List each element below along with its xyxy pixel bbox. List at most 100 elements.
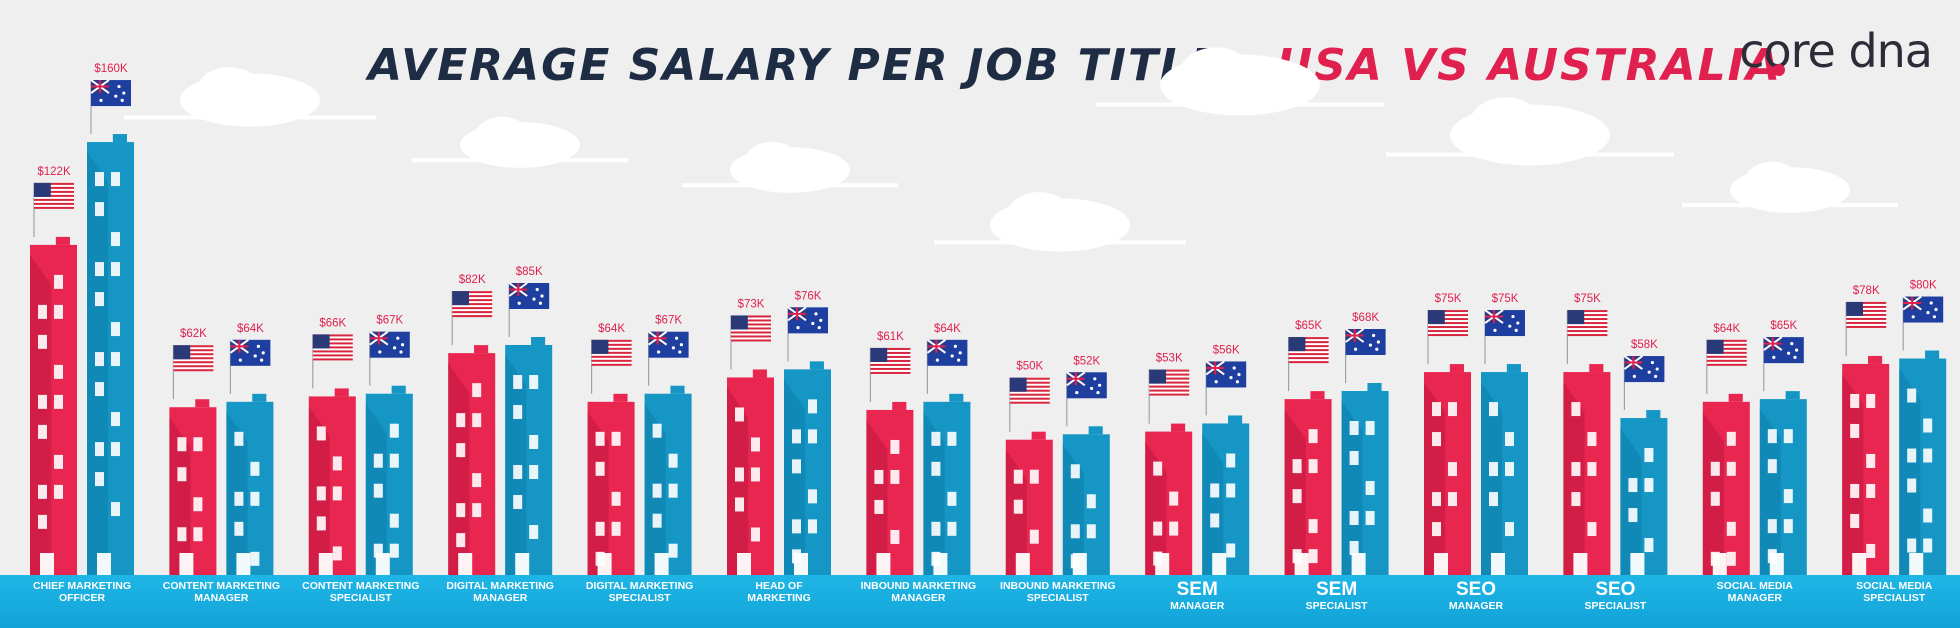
flag-stripe [1009,377,1050,380]
australia-flag-icon [648,330,689,358]
building-shade [1481,382,1503,575]
flag-star [1911,315,1915,319]
building-window [95,292,104,307]
building-window [1726,431,1736,446]
building-window [947,431,957,446]
flag-star [261,351,265,355]
building-window [1710,461,1720,476]
building-window [38,304,47,319]
flag-star [401,343,405,347]
building-door [1294,553,1309,575]
flag-stripe [1706,347,1747,350]
building-window [234,491,244,506]
flag-stripe [312,358,353,361]
building-door [1434,553,1448,575]
building-window [316,426,326,441]
flag-stripe [591,359,632,362]
building-roof [752,369,767,378]
building-window [111,412,120,427]
flag-star [817,326,821,330]
building-window [316,516,326,531]
building-window [1783,519,1793,534]
usa-value-label: $64K [598,323,625,335]
flag-stripe [34,186,74,189]
building-window [54,304,63,319]
building-window [668,483,678,498]
category-label-line: MANAGER [194,592,249,604]
flag-star [540,294,544,298]
australia-value-label: $64K [934,323,961,335]
australia-flag-icon [508,282,550,309]
australia-value-label: $160K [94,63,128,75]
flag-stripe [1428,330,1468,333]
flag-star [796,326,800,330]
australia-building-9: $68K [1341,312,1389,575]
flag-star [1096,390,1100,395]
flag-stripe [173,361,214,364]
flag-stripe [1149,369,1190,372]
logo-text: core dna [1739,24,1933,78]
flag-stripe [591,355,632,358]
category-label-line: SPECIALIST [1584,600,1647,612]
flag-star [814,312,818,316]
flag-stripe [1288,353,1329,356]
category-label-line: SOCIAL MEDIA [1856,580,1933,592]
building-window [611,491,621,506]
flag-canton [1846,301,1863,316]
building-window [890,439,900,454]
australia-building-6: $64K [923,323,971,575]
flag-star [1647,370,1651,374]
category-label-0: CHIEF MARKETING OFFICER [12,580,152,604]
title-part-1: AVERAGE SALARY PER JOB TITLE : [368,40,1259,91]
category-group-7: $50K $52K [1005,355,1110,575]
logo-dot-icon [1773,64,1786,76]
building-window [529,375,539,389]
flag-star [1934,307,1938,312]
usa-building-11: $75K [1563,293,1611,575]
flag-stripe [1149,377,1190,380]
flag-stripe [1846,305,1887,308]
category-label-line: MANAGER [1170,600,1225,612]
building-window [947,491,957,506]
flag-stripe [34,206,74,209]
australia-flag-icon [229,339,271,366]
building-window [389,543,399,558]
cloud-puff [1180,47,1252,99]
building-window [95,172,104,187]
usa-flag-icon [1288,337,1329,364]
building-window [1907,448,1917,463]
flag-stripe [452,291,493,294]
australia-value-label: $68K [1352,312,1379,324]
building-window [529,465,539,479]
building-door [1491,553,1505,575]
building-door [1852,553,1867,575]
building-roof [1310,391,1325,400]
building-window [111,172,120,187]
building-window [1013,499,1023,514]
usa-flag-icon [1706,339,1747,366]
building-roof [531,337,546,345]
building-roof [670,385,685,394]
building-window [751,437,760,452]
usa-flag-icon [312,334,353,361]
flag-star [517,301,521,305]
flag-star [1229,375,1233,380]
australia-value-label: $58K [1631,339,1658,351]
flag-star [1376,340,1380,344]
flag-star [953,344,958,348]
flag-stripe [312,342,353,345]
australia-building-10: $75K [1481,293,1528,575]
australia-flag-icon [926,339,968,366]
flag-stripe [1846,313,1887,316]
usa-value-label: $53K [1156,353,1183,365]
flag-stripe [312,334,353,337]
usa-building-9: $65K [1284,320,1332,575]
building-roof [892,401,907,410]
coredna-logo: core dna [1739,24,1933,78]
building-window [111,262,120,277]
building-window [95,202,104,217]
flag-star [1232,366,1236,370]
building-window [332,456,342,471]
flag-stripe [1567,334,1608,337]
building-window [595,461,605,476]
